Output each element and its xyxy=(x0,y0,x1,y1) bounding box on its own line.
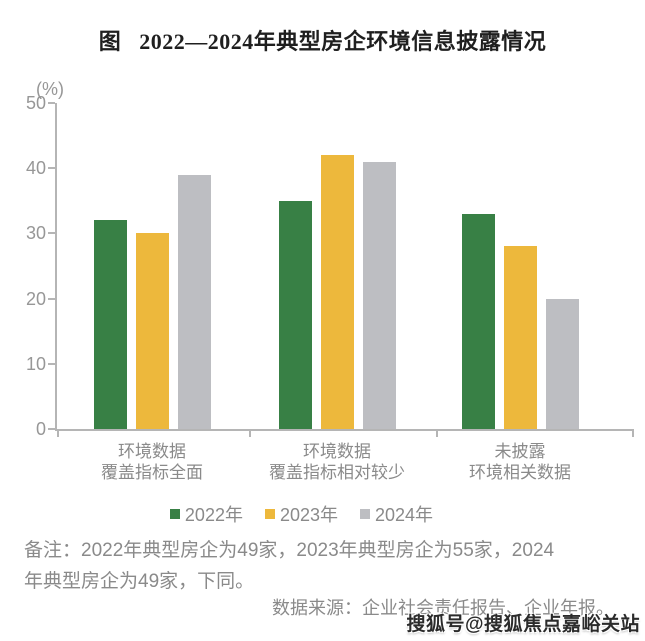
bar-2023年-group2 xyxy=(320,155,354,429)
x-tick xyxy=(632,429,634,437)
remark-note: 备注：2022年典型房企为49家，2023年典型房企为55家，2024 年典型房… xyxy=(24,535,634,597)
category-label-1: 环境数据覆盖指标全面 xyxy=(37,441,267,483)
x-tick xyxy=(57,429,59,437)
chart-legend: 2022年 2023年 2024年 xyxy=(0,501,645,527)
y-tick xyxy=(48,167,55,170)
y-tick xyxy=(48,297,55,300)
legend-item-2024年: 2024年 xyxy=(360,501,433,527)
data-source-note: 数据来源：企业社会责任报告、企业年报。 xyxy=(272,598,614,618)
category-label-line: 未披露 xyxy=(494,442,546,461)
y-tick xyxy=(48,428,55,430)
chart-title-text: 2022—2024年典型房企环境信息披露情况 xyxy=(139,29,547,54)
category-label-line: 覆盖指标相对较少 xyxy=(269,463,405,482)
legend-item-2022年: 2022年 xyxy=(169,501,243,527)
y-tick-label: 40 xyxy=(25,158,46,179)
y-axis xyxy=(55,103,57,430)
bar-2024年-group2 xyxy=(362,161,396,429)
bar-2022年-group3 xyxy=(461,213,495,429)
x-axis xyxy=(55,429,632,431)
bar-2022年-group1 xyxy=(93,220,127,429)
legend-label: 2022年 xyxy=(184,505,243,525)
bar-2024年-group1 xyxy=(177,174,211,429)
legend-label: 2023年 xyxy=(279,505,339,525)
chart-title-prefix: 图 xyxy=(98,29,122,54)
bar-2023年-group1 xyxy=(135,233,169,429)
legend-swatch-icon xyxy=(264,509,275,519)
y-tick-label: 50 xyxy=(25,93,46,113)
bar-2022年-group2 xyxy=(278,200,312,429)
y-tick xyxy=(48,102,55,104)
remark-line-1: 备注：2022年典型房企为49家，2023年典型房企为55家，2024 xyxy=(24,540,555,561)
legend-item-2023年: 2023年 xyxy=(264,501,339,527)
y-tick-label: 10 xyxy=(25,353,46,374)
y-tick xyxy=(48,232,55,235)
category-label-2: 环境数据覆盖指标相对较少 xyxy=(222,441,452,483)
bar-2024年-group3 xyxy=(545,298,579,429)
y-tick-label: 0 xyxy=(35,419,46,439)
watermark-text: 搜狐号@搜狐焦点嘉峪关站 xyxy=(406,614,640,635)
x-tick xyxy=(436,429,438,437)
y-axis-unit-label: (%) xyxy=(36,79,64,99)
category-label-line: 环境相关数据 xyxy=(469,463,571,482)
y-tick-label: 30 xyxy=(25,223,46,244)
y-tick-label: 20 xyxy=(25,288,46,309)
remark-line-2: 年典型房企为49家，下同。 xyxy=(24,571,255,592)
y-tick xyxy=(48,362,55,365)
category-label-line: 环境数据 xyxy=(118,442,186,461)
legend-label: 2024年 xyxy=(375,505,434,525)
x-tick xyxy=(249,429,251,437)
legend-swatch-icon xyxy=(169,509,180,519)
category-label-line: 覆盖指标全面 xyxy=(101,463,203,482)
category-label-line: 环境数据 xyxy=(303,442,371,461)
bar-2023年-group3 xyxy=(503,246,537,429)
legend-swatch-icon xyxy=(360,509,371,519)
category-label-3: 未披露 环境相关数据 xyxy=(405,441,635,483)
chart-title: 图 2022—2024年典型房企环境信息披露情况 xyxy=(0,24,645,56)
